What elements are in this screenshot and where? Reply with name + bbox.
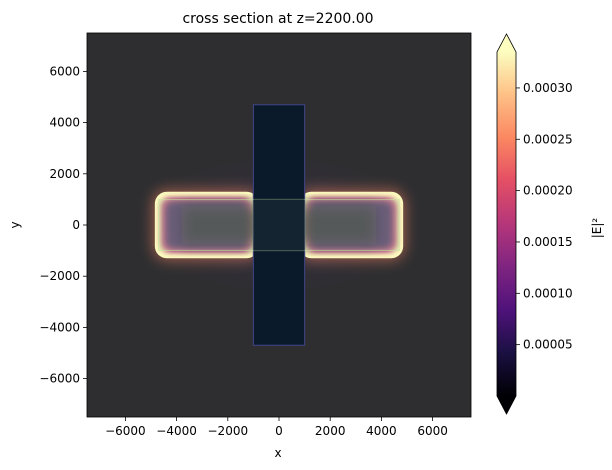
x-tick-label: −2000: [208, 424, 249, 438]
chart-title: cross section at z=2200.00: [182, 11, 373, 27]
colorbar-tick-label: 0.00020: [523, 184, 573, 198]
y-tick-label: 4000: [49, 116, 80, 130]
x-axis-label: x: [274, 446, 281, 460]
colorbar-outline: [496, 33, 517, 415]
y-tick-label: −2000: [39, 269, 80, 283]
y-tick-label: 2000: [49, 167, 80, 181]
y-tick-label: 6000: [49, 64, 80, 78]
colorbar-extend-max: [497, 34, 516, 52]
y-tick-label: −4000: [39, 320, 80, 334]
colorbar: 0.00005 0.00010 0.00015 0.00020 0.00025 0.000…: [496, 33, 573, 415]
x-tick-label: 4000: [366, 424, 397, 438]
colorbar-tick-label: 0.00015: [523, 235, 573, 249]
x-tick-label: −4000: [156, 424, 197, 438]
y-tick-label: −6000: [39, 372, 80, 386]
cross-center: [253, 199, 305, 251]
colorbar-label: |E|²: [590, 218, 604, 239]
x-tick-label: 2000: [315, 424, 346, 438]
x-axis: −6000 −4000 −2000 0 2000 4000 6000: [105, 417, 448, 438]
x-tick-label: 0: [275, 424, 283, 438]
y-axis-label: y: [8, 221, 22, 228]
colorbar-tick-label: 0.00025: [523, 132, 573, 146]
x-tick-label: 6000: [417, 424, 448, 438]
colorbar-tick-label: 0.00010: [523, 286, 573, 300]
colorbar-tick-label: 0.00005: [523, 338, 573, 352]
colorbar-tick-label: 0.00030: [523, 81, 573, 95]
x-tick-label: −6000: [105, 424, 146, 438]
y-tick-label: 0: [72, 218, 80, 232]
colorbar-gradient: [497, 52, 516, 396]
y-axis: −6000 −4000 −2000 0 2000 4000 6000: [39, 64, 87, 386]
colorbar-extend-min: [497, 396, 516, 414]
plot-area: [87, 33, 471, 417]
